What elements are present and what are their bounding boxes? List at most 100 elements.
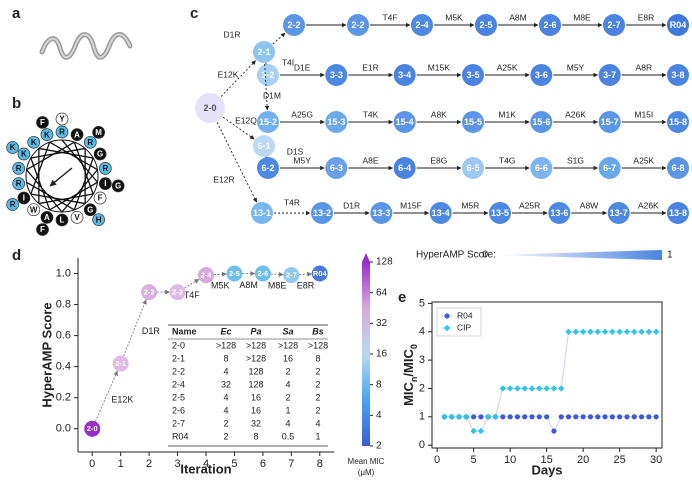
data-point bbox=[507, 414, 513, 420]
data-point bbox=[616, 328, 623, 335]
x-tick-label: 5 bbox=[471, 454, 477, 466]
score-point bbox=[112, 355, 129, 372]
residue-label: G bbox=[87, 205, 93, 214]
residue bbox=[55, 112, 69, 126]
residue-label: R bbox=[102, 164, 108, 173]
table-cell: 2-5 bbox=[172, 392, 185, 402]
table-cell: 32 bbox=[251, 418, 261, 428]
residue bbox=[6, 141, 19, 154]
data-point bbox=[536, 414, 542, 420]
edge-label: A25K bbox=[633, 155, 654, 165]
table-bg bbox=[168, 325, 328, 446]
node-label: 15-7 bbox=[601, 117, 619, 127]
tree-node bbox=[530, 111, 553, 133]
node-label: 2-2 bbox=[351, 20, 364, 30]
panel-label: b bbox=[12, 95, 21, 112]
residue bbox=[70, 128, 84, 142]
data-point bbox=[514, 385, 521, 392]
transition-label: A8M bbox=[239, 280, 258, 290]
data-point bbox=[646, 414, 652, 420]
edge-label: T4R bbox=[284, 197, 300, 207]
table-cell: 2 bbox=[285, 366, 290, 376]
data-point bbox=[521, 385, 528, 392]
data-point bbox=[477, 427, 485, 435]
table-cell: 8 bbox=[315, 353, 320, 363]
node-label: 3-6 bbox=[535, 70, 548, 80]
tree-node bbox=[603, 14, 625, 36]
data-point bbox=[558, 414, 564, 420]
data-point bbox=[617, 414, 623, 420]
y-tick-label: 0.6 bbox=[56, 330, 71, 342]
y-tick-label: 0.2 bbox=[56, 392, 71, 404]
tree-node bbox=[598, 157, 621, 179]
point-label: 2-0 bbox=[87, 424, 98, 433]
data-point bbox=[601, 328, 609, 335]
data-point bbox=[579, 328, 587, 335]
transition-label: E8R bbox=[297, 281, 315, 291]
tree-node bbox=[539, 14, 561, 36]
node-label: 13-7 bbox=[610, 208, 628, 218]
data-point bbox=[536, 385, 543, 392]
table-cell: 8 bbox=[253, 431, 258, 441]
table-cell: 4 bbox=[285, 418, 290, 428]
point-label: 2-2 bbox=[144, 288, 155, 297]
x-tick-label: 30 bbox=[650, 454, 662, 466]
table-cell: 4 bbox=[223, 392, 228, 402]
table-cell: 2 bbox=[223, 431, 228, 441]
transition-label: E12K bbox=[111, 395, 133, 405]
data-point bbox=[551, 428, 557, 434]
data-point bbox=[565, 328, 572, 335]
edge-label: A8W bbox=[580, 200, 598, 210]
residue bbox=[12, 177, 26, 190]
node-label: 15-6 bbox=[532, 117, 550, 127]
data-point bbox=[595, 414, 601, 420]
node-label: 2-0 bbox=[203, 103, 216, 113]
tree-node bbox=[283, 14, 305, 36]
table-cell: 4 bbox=[285, 379, 290, 389]
data-point bbox=[550, 385, 558, 392]
colorbar-tick-label: 2 bbox=[376, 441, 382, 452]
data-point bbox=[638, 414, 645, 420]
x-tick-label: 5 bbox=[231, 458, 237, 470]
table-cell: >128 bbox=[246, 353, 266, 363]
node-label: 2-5 bbox=[479, 20, 492, 30]
table-cell: 2-2 bbox=[172, 366, 185, 376]
residue bbox=[27, 203, 41, 217]
table-cell: 1 bbox=[285, 405, 290, 415]
residue-label: G bbox=[97, 150, 103, 159]
tree-node bbox=[607, 202, 630, 224]
tree-node bbox=[598, 111, 621, 133]
tree-node bbox=[667, 111, 689, 133]
edge-label: A25K bbox=[497, 62, 518, 72]
residue bbox=[17, 147, 31, 161]
node-label: 6-4 bbox=[398, 163, 411, 173]
residue bbox=[92, 213, 105, 227]
edge-label: M15F bbox=[400, 200, 422, 210]
colorbar-title: Mean MIC bbox=[348, 457, 385, 466]
data-point bbox=[522, 414, 528, 420]
table-cell: >128 bbox=[278, 340, 298, 350]
scale-label: HyperAMP Score: bbox=[416, 250, 496, 261]
edge-label: E8G bbox=[430, 155, 447, 165]
wheel-link bbox=[38, 147, 94, 159]
node-label: 13-5 bbox=[491, 208, 509, 218]
edge-label: M15I bbox=[634, 109, 653, 119]
node-label: 13-2 bbox=[313, 208, 331, 218]
edge-label: E12Q bbox=[235, 115, 257, 125]
data-point bbox=[478, 414, 484, 420]
tree-node bbox=[462, 157, 484, 179]
data-point bbox=[580, 414, 586, 420]
tree-node bbox=[530, 64, 553, 86]
residue-label: K bbox=[31, 138, 37, 147]
point-label: 2-5 bbox=[229, 269, 240, 278]
wheel-link bbox=[30, 157, 51, 211]
tree-node bbox=[393, 111, 416, 133]
node-label: 13-3 bbox=[372, 208, 390, 218]
panel-label: e bbox=[398, 289, 406, 306]
point-label: 2-6 bbox=[257, 269, 268, 278]
residue-label: R bbox=[16, 164, 22, 173]
residue-label: R bbox=[16, 179, 22, 188]
node-label: 2-1 bbox=[257, 47, 270, 57]
point-label: 2-1 bbox=[115, 359, 126, 368]
